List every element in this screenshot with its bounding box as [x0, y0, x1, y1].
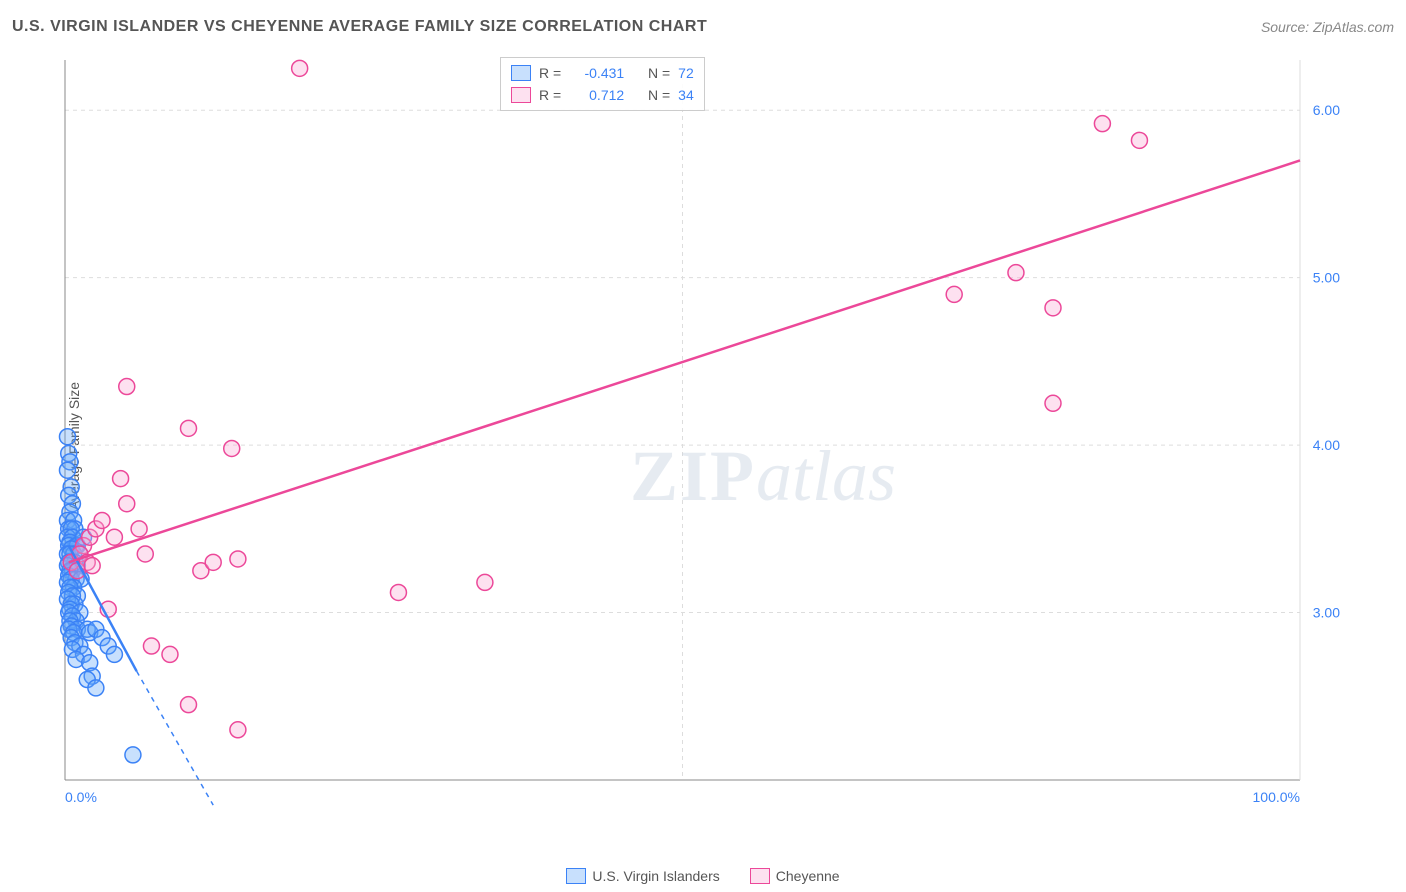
- data-point: [88, 680, 104, 696]
- legend-row: R =0.712 N =34: [511, 84, 694, 106]
- data-point: [143, 638, 159, 654]
- data-point: [106, 646, 122, 662]
- data-point: [59, 429, 75, 445]
- data-point: [1045, 395, 1061, 411]
- series-legend: U.S. Virgin Islanders Cheyenne: [0, 868, 1406, 884]
- source-label: Source: ZipAtlas.com: [1261, 19, 1394, 35]
- legend-item: Cheyenne: [750, 868, 840, 884]
- legend-item: U.S. Virgin Islanders: [566, 868, 719, 884]
- chart-title: U.S. VIRGIN ISLANDER VS CHEYENNE AVERAGE…: [12, 18, 707, 36]
- scatter-chart: 3.00 4.00 5.00 6.00 0.0% 100.0%: [50, 55, 1350, 825]
- x-tick-label: 0.0%: [65, 789, 97, 805]
- x-tick-label: 100.0%: [1253, 789, 1300, 805]
- y-tick-label: 6.00: [1313, 102, 1340, 118]
- data-point: [1008, 265, 1024, 281]
- legend-label: Cheyenne: [776, 868, 840, 884]
- correlation-legend: R =-0.431 N =72R =0.712 N =34: [500, 57, 705, 111]
- data-point: [181, 697, 197, 713]
- legend-swatch: [511, 87, 531, 103]
- y-tick-label: 5.00: [1313, 270, 1340, 286]
- legend-swatch: [566, 868, 586, 884]
- data-point: [84, 558, 100, 574]
- data-point: [106, 529, 122, 545]
- data-point: [477, 574, 493, 590]
- data-point: [162, 646, 178, 662]
- data-point: [390, 584, 406, 600]
- data-point: [1094, 116, 1110, 132]
- data-point: [181, 420, 197, 436]
- data-point: [59, 462, 75, 478]
- data-point: [119, 496, 135, 512]
- legend-row: R =-0.431 N =72: [511, 62, 694, 84]
- y-tick-label: 3.00: [1313, 605, 1340, 621]
- data-point: [119, 379, 135, 395]
- data-point: [94, 512, 110, 528]
- data-point: [113, 471, 129, 487]
- data-point: [205, 554, 221, 570]
- data-point: [230, 722, 246, 738]
- legend-swatch: [750, 868, 770, 884]
- data-point: [292, 60, 308, 76]
- y-tick-label: 4.00: [1313, 437, 1340, 453]
- data-point: [125, 747, 141, 763]
- data-point: [230, 551, 246, 567]
- chart-area: 3.004.005.006.000.0%100.0% ZIPatlas R =-…: [50, 55, 1350, 825]
- data-point: [1131, 132, 1147, 148]
- data-point: [131, 521, 147, 537]
- data-point: [1045, 300, 1061, 316]
- legend-swatch: [511, 65, 531, 81]
- data-point: [137, 546, 153, 562]
- data-point: [946, 286, 962, 302]
- legend-label: U.S. Virgin Islanders: [592, 868, 719, 884]
- data-point: [224, 440, 240, 456]
